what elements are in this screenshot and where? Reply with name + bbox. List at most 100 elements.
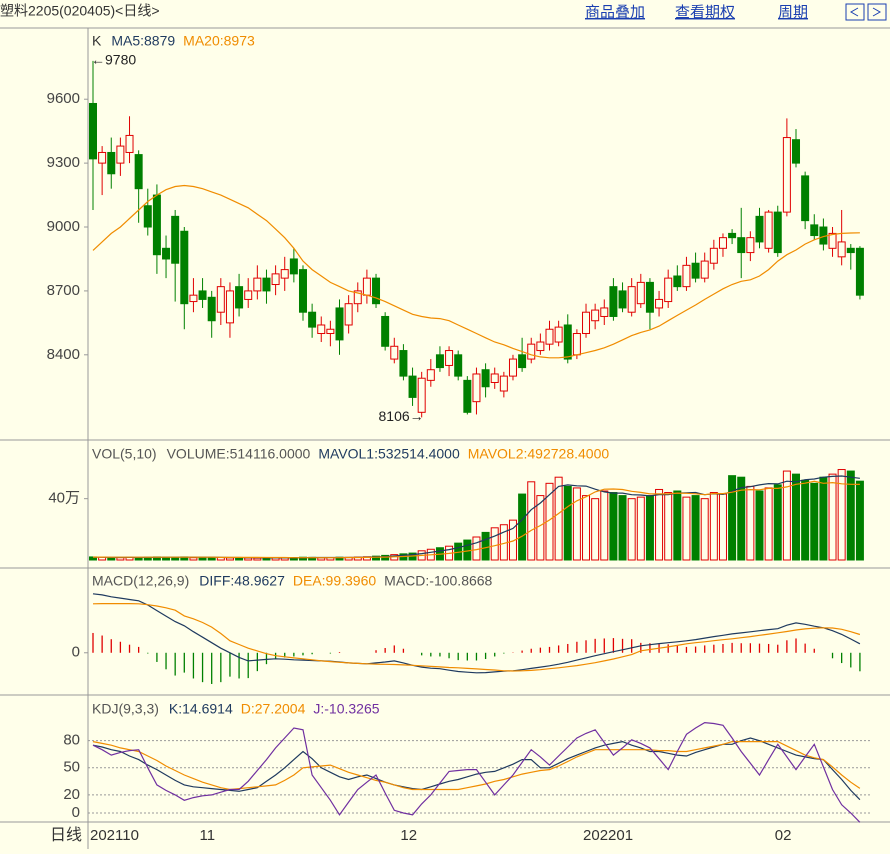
candle-body	[198, 290, 207, 300]
y-tick-label: 50	[63, 759, 80, 776]
volume-bar	[755, 490, 764, 561]
volume-bar	[563, 485, 572, 561]
volume-bar	[700, 498, 709, 561]
volume-bar	[682, 496, 691, 561]
option-link[interactable]: 查看期权	[675, 4, 735, 21]
y-tick-label: 80	[63, 732, 80, 749]
candle-body	[271, 273, 280, 286]
y-tick-label: 20	[63, 786, 80, 803]
candle-body	[618, 290, 627, 309]
candle-body	[280, 269, 289, 279]
candle-body	[518, 354, 527, 369]
x-tick-label: 202110	[90, 827, 139, 844]
candle-body	[317, 324, 326, 335]
candle-body	[545, 328, 554, 345]
candle-body	[481, 369, 490, 388]
volume-bar	[673, 490, 682, 561]
min-annotation: 8106→	[379, 408, 424, 424]
volume-bar	[527, 481, 536, 561]
candle-body	[335, 307, 344, 341]
volume-bar	[609, 492, 618, 561]
legend-entry: MAVOL2:492728.4000	[468, 446, 610, 462]
candle-body	[737, 237, 746, 254]
volume-bar	[709, 492, 718, 561]
legend-entry: MACD:-100.8668	[384, 573, 492, 589]
candle-body	[326, 328, 335, 335]
volume-bar	[855, 480, 864, 561]
candle-body	[572, 333, 581, 356]
candle-body	[225, 290, 234, 324]
candle-body	[171, 215, 180, 264]
candle-body	[362, 277, 371, 296]
y-tick-label: 0	[72, 804, 80, 821]
legend-entry: K:14.6914	[169, 701, 233, 717]
volume-bar	[591, 498, 600, 561]
candle-body	[216, 286, 225, 313]
candle-body	[152, 194, 161, 256]
volume-bar	[655, 488, 664, 561]
volume-bar	[627, 498, 636, 561]
volume-bar	[782, 470, 791, 561]
candle-body	[235, 286, 244, 309]
volume-bar	[490, 527, 499, 561]
candle-body	[700, 260, 709, 279]
volume-bar	[189, 557, 198, 561]
indicator-line	[92, 603, 861, 672]
volume-bar	[253, 557, 262, 561]
y-tick-label: 9300	[47, 154, 80, 171]
x-tick-label: 202201	[583, 827, 633, 844]
candle-body	[98, 151, 107, 164]
volume-bar	[244, 557, 253, 561]
y-tick-label: 8700	[47, 282, 80, 299]
x-tick-label: 12	[400, 827, 417, 844]
candle-body	[508, 358, 517, 377]
candle-body	[180, 230, 189, 305]
legend-entry: DIFF:48.9627	[199, 573, 285, 589]
legend-label: VOL(5,10)	[92, 446, 157, 462]
candle-body	[107, 151, 116, 175]
candle-body	[472, 373, 481, 403]
volume-bar	[810, 482, 819, 561]
candle-body	[116, 145, 125, 164]
y-tick-label: 8400	[47, 346, 80, 363]
candle-body	[773, 211, 782, 254]
volume-bar	[618, 495, 627, 561]
overlay-link[interactable]: 商品叠加	[585, 4, 645, 21]
candle-body	[298, 269, 307, 313]
legend-entry: D:27.2004	[241, 701, 306, 717]
legend-entry: DEA:99.3960	[293, 573, 376, 589]
candle-body	[746, 237, 755, 254]
candle-body	[846, 247, 855, 254]
legend-entry: MAVOL1:532514.4000	[318, 446, 460, 462]
candle-body	[591, 309, 600, 322]
volume-bar	[225, 557, 234, 561]
nav-icons[interactable]	[845, 3, 887, 21]
volume-bar	[554, 476, 563, 561]
candle-body	[89, 102, 97, 160]
candle-body	[764, 211, 773, 249]
candle-body	[244, 290, 253, 300]
volume-bar	[645, 495, 654, 561]
candle-body	[125, 134, 134, 153]
volume-bar	[746, 485, 755, 561]
candle-body	[728, 232, 737, 239]
candle-body	[143, 205, 152, 228]
volume-bar	[481, 531, 490, 561]
candle-body	[782, 137, 791, 213]
candle-body	[253, 277, 262, 292]
volume-bar	[828, 473, 837, 561]
volume-bar	[636, 496, 645, 561]
volume-bar	[801, 479, 810, 561]
candle-body	[837, 241, 846, 258]
legend-label: KDJ(9,3,3)	[92, 701, 159, 717]
candle-body	[134, 154, 143, 190]
candle-body	[435, 354, 444, 369]
candle-body	[645, 281, 654, 313]
volume-bar	[508, 519, 517, 561]
candle-body	[417, 377, 426, 413]
period-link[interactable]: 周期	[778, 4, 808, 21]
indicator-line	[92, 721, 861, 823]
candle-body	[445, 350, 454, 366]
candle-body	[582, 311, 591, 335]
legend-label: K	[92, 33, 102, 49]
